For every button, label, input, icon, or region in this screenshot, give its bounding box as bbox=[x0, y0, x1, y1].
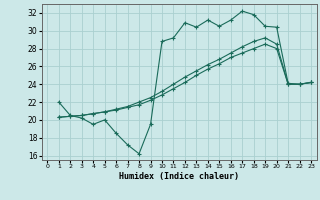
X-axis label: Humidex (Indice chaleur): Humidex (Indice chaleur) bbox=[119, 172, 239, 181]
